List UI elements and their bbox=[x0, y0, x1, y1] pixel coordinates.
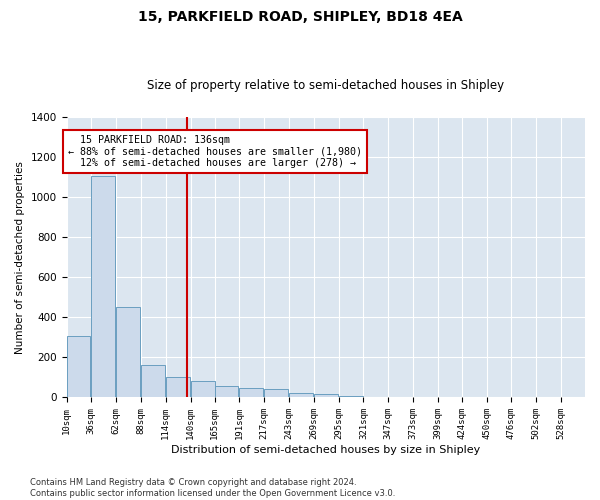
Bar bbox=[191, 382, 215, 398]
Bar bbox=[314, 394, 338, 398]
Text: 15, PARKFIELD ROAD, SHIPLEY, BD18 4EA: 15, PARKFIELD ROAD, SHIPLEY, BD18 4EA bbox=[137, 10, 463, 24]
Bar bbox=[67, 336, 91, 398]
Bar bbox=[338, 396, 362, 398]
Bar bbox=[215, 386, 238, 398]
Bar bbox=[91, 176, 115, 398]
Bar bbox=[289, 394, 313, 398]
Bar bbox=[141, 366, 165, 398]
Bar bbox=[264, 390, 288, 398]
Y-axis label: Number of semi-detached properties: Number of semi-detached properties bbox=[15, 160, 25, 354]
X-axis label: Distribution of semi-detached houses by size in Shipley: Distribution of semi-detached houses by … bbox=[171, 445, 481, 455]
Text: 15 PARKFIELD ROAD: 136sqm
← 88% of semi-detached houses are smaller (1,980)
  12: 15 PARKFIELD ROAD: 136sqm ← 88% of semi-… bbox=[68, 135, 362, 168]
Bar bbox=[166, 378, 190, 398]
Bar bbox=[116, 307, 140, 398]
Title: Size of property relative to semi-detached houses in Shipley: Size of property relative to semi-detach… bbox=[147, 79, 505, 92]
Text: Contains HM Land Registry data © Crown copyright and database right 2024.
Contai: Contains HM Land Registry data © Crown c… bbox=[30, 478, 395, 498]
Bar bbox=[239, 388, 263, 398]
